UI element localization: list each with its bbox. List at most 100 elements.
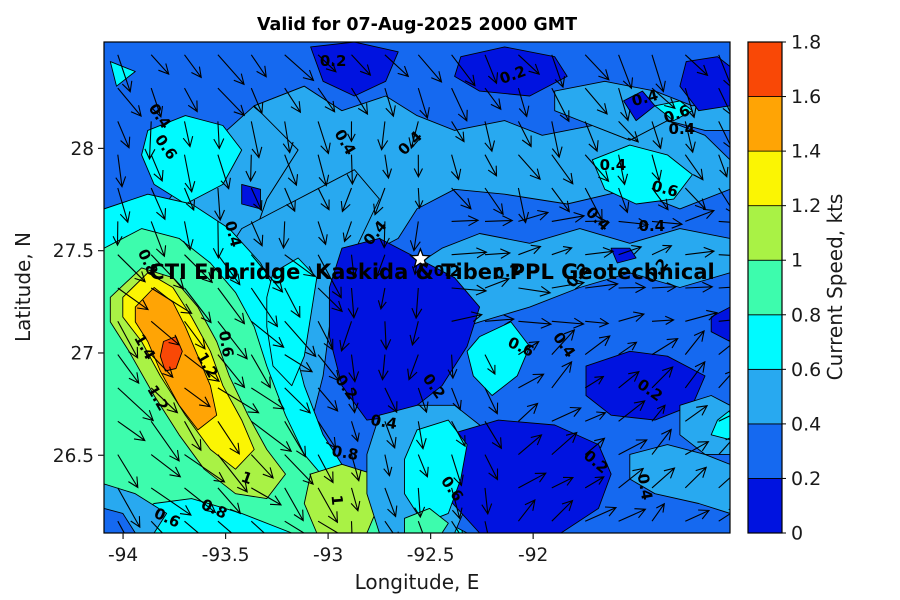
quiver-arrow bbox=[484, 154, 498, 177]
quiver-arrow bbox=[685, 441, 710, 456]
quiver-arrow bbox=[407, 354, 419, 381]
quiver-arrow bbox=[217, 420, 240, 455]
quiver-arrow bbox=[618, 218, 650, 229]
quiver-arrow bbox=[317, 54, 337, 73]
quiver-arrow bbox=[112, 221, 123, 247]
quiver-arrow bbox=[585, 216, 608, 226]
quiver-arrow bbox=[551, 278, 586, 290]
quiver-arrow bbox=[685, 281, 714, 293]
quiver-arrow bbox=[245, 154, 257, 183]
contour-fill-regions bbox=[104, 42, 730, 533]
quiver-arrow bbox=[415, 421, 427, 450]
colorbar-tick-label: 1 bbox=[791, 250, 803, 272]
quiver-arrow bbox=[618, 244, 643, 256]
x-tick-label: -92 bbox=[518, 545, 548, 566]
quiver-arrow bbox=[217, 54, 245, 86]
quiver-arrow bbox=[684, 87, 697, 119]
quiver-arrow bbox=[150, 454, 182, 478]
quiver-arrow bbox=[651, 502, 666, 522]
quiver-arrow bbox=[618, 54, 634, 90]
quiver-arrow bbox=[651, 366, 674, 389]
quiver-arrow bbox=[684, 121, 696, 154]
quiver-arrow bbox=[150, 221, 167, 258]
quiver-arrow bbox=[651, 404, 666, 422]
quiver-arrow bbox=[117, 321, 139, 359]
quiver-arrow bbox=[250, 121, 263, 159]
quiver-arrow bbox=[251, 487, 283, 506]
quiver-arrow bbox=[414, 187, 424, 210]
quiver-arrow bbox=[481, 487, 493, 516]
quiver-arrow bbox=[518, 373, 545, 389]
quiver-arrow bbox=[250, 520, 266, 533]
quiver-arrow bbox=[718, 286, 730, 289]
quiver-arrow bbox=[117, 121, 131, 149]
quiver-arrow bbox=[518, 434, 543, 456]
quiver-arrow bbox=[150, 54, 170, 75]
y-tick-label: 26.5 bbox=[53, 446, 94, 467]
y-tick-label: 28 bbox=[70, 139, 94, 160]
quiver-arrow bbox=[685, 309, 719, 322]
quiver-arrow bbox=[651, 154, 662, 182]
quiver-arrow bbox=[348, 387, 359, 414]
quiver-arrow bbox=[217, 520, 233, 533]
quiver-arrow bbox=[144, 121, 156, 161]
quiver-arrow bbox=[250, 87, 264, 115]
quiver-arrow bbox=[250, 354, 271, 389]
quiver-arrow bbox=[317, 387, 339, 412]
quiver-arrow bbox=[117, 387, 155, 422]
plot-border bbox=[103, 41, 731, 534]
quiver-arrow bbox=[451, 421, 466, 448]
quiver-arrow bbox=[518, 209, 550, 222]
quiver-arrow bbox=[451, 121, 465, 143]
contour-label: 0.4 bbox=[639, 217, 666, 235]
quiver-arrow bbox=[115, 154, 127, 188]
colorbar-segment bbox=[747, 423, 783, 479]
quiver-arrow bbox=[584, 335, 611, 356]
quiver-arrow bbox=[150, 487, 192, 516]
quiver-arrow bbox=[117, 87, 142, 118]
quiver-arrow bbox=[150, 254, 185, 290]
quiver-arrow bbox=[284, 54, 315, 82]
quiver-arrow bbox=[411, 287, 423, 320]
quiver-arrow bbox=[484, 314, 516, 326]
quiver-arrow bbox=[618, 87, 631, 122]
quiver-arrow bbox=[551, 329, 576, 355]
quiver-arrow bbox=[718, 319, 730, 322]
quiver-arrow bbox=[250, 420, 293, 453]
colorbar-segment bbox=[747, 478, 783, 534]
quiver-arrow bbox=[484, 354, 496, 376]
quiver-arrow bbox=[585, 246, 615, 258]
y-tick-label: 27.5 bbox=[53, 241, 94, 262]
quiver-arrow bbox=[184, 454, 226, 483]
quiver-arrow bbox=[284, 154, 299, 187]
quiver-arrow bbox=[251, 387, 285, 410]
quiver-arrow bbox=[350, 421, 360, 443]
quiver-arrow bbox=[414, 487, 426, 519]
quiver-arrow bbox=[409, 221, 421, 252]
quiver-arrow bbox=[518, 285, 552, 297]
quiver-arrow bbox=[651, 244, 673, 256]
quiver-arrow bbox=[184, 520, 200, 533]
quiver-arrow bbox=[584, 437, 606, 456]
quiver-arrow bbox=[182, 121, 194, 148]
quiver-arrow bbox=[377, 121, 389, 151]
quiver-arrow bbox=[551, 317, 585, 329]
quiver-arrow bbox=[684, 466, 708, 489]
quiver-arrow bbox=[517, 187, 530, 224]
quiver-arrow bbox=[718, 187, 730, 212]
colorbar-tick-label: 1.8 bbox=[791, 32, 821, 54]
quiver-arrow bbox=[451, 454, 464, 487]
contour-label: 0.4 bbox=[369, 411, 398, 433]
quiver-arrow bbox=[551, 476, 574, 489]
quiver-arrow bbox=[284, 520, 305, 533]
quiver-arrow bbox=[284, 421, 307, 458]
quiver-arrow bbox=[384, 387, 398, 414]
quiver-arrow bbox=[384, 87, 396, 118]
quiver-arrow bbox=[584, 506, 618, 522]
colorbar-tick-label: 0 bbox=[791, 523, 803, 545]
colorbar-tick-label: 1.6 bbox=[791, 86, 821, 108]
quiver-arrow bbox=[718, 220, 730, 223]
colorbar-segment bbox=[747, 259, 783, 316]
quiver-arrow bbox=[183, 187, 196, 212]
quiver-arrow bbox=[217, 387, 260, 414]
